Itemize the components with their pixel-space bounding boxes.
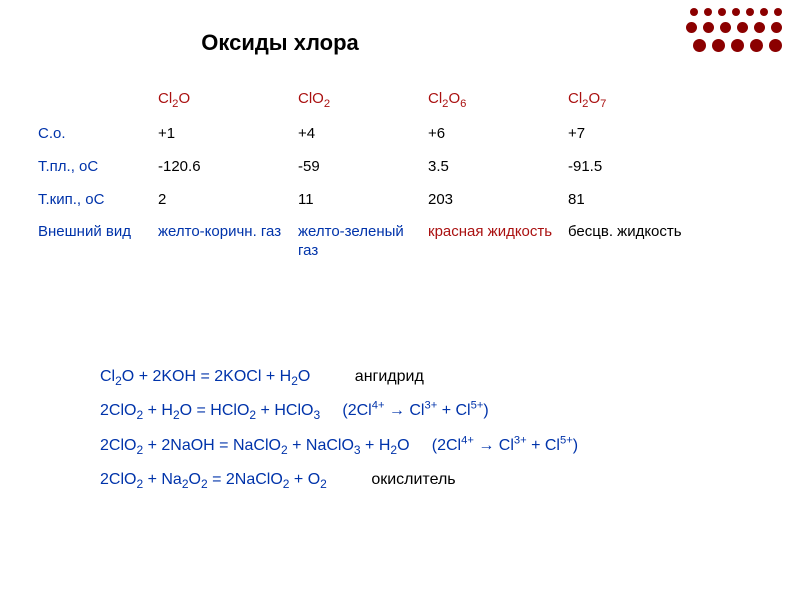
dot (720, 22, 731, 33)
table-cell: -120.6 (158, 158, 298, 177)
dot (690, 8, 698, 16)
dot (774, 8, 782, 16)
oxides-table: Cl2OClO2Cl2O6Cl2O7С.о.+1+4+6+7Т.пл., оС-… (38, 90, 698, 261)
table-cell: желто-коричн. газ (158, 223, 298, 261)
row-label: Внешний вид (38, 223, 158, 261)
table-cell: 203 (428, 191, 568, 210)
row-label: Т.кип., оС (38, 191, 158, 210)
table-cell: 2 (158, 191, 298, 210)
table-cell: бесцв. жидкость (568, 223, 698, 261)
equations-block: Cl2O + 2KOH = 2KOCl + H2O ангидрид2ClO2 … (100, 360, 578, 498)
table-cell: +6 (428, 125, 568, 144)
dot (718, 8, 726, 16)
dot (686, 22, 697, 33)
table-header: Cl2O7 (568, 90, 698, 111)
table-header: Cl2O (158, 90, 298, 111)
row-label: С.о. (38, 125, 158, 144)
table-cell: 11 (298, 191, 428, 210)
table-header: Cl2O6 (428, 90, 568, 111)
decorative-dots (686, 8, 782, 58)
dot (760, 8, 768, 16)
dot (731, 39, 744, 52)
dot (704, 8, 712, 16)
table-cell: +4 (298, 125, 428, 144)
page-title: Оксиды хлора (0, 30, 560, 56)
table-cell: 81 (568, 191, 698, 210)
dot (732, 8, 740, 16)
table-cell: +1 (158, 125, 298, 144)
dot (771, 22, 782, 33)
dot (750, 39, 763, 52)
dot (754, 22, 765, 33)
equation-line: 2ClO2 + Na2O2 = 2NaClO2 + O2 окислитель (100, 463, 578, 497)
equation-line: 2ClO2 + H2O = HClO2 + HClO3 (2Cl4+ → Cl3… (100, 394, 578, 428)
table-cell: 3.5 (428, 158, 568, 177)
dot (703, 22, 714, 33)
table-cell: желто-зеленый газ (298, 223, 428, 261)
table-cell: красная жидкость (428, 223, 568, 261)
row-label: Т.пл., оС (38, 158, 158, 177)
dot (769, 39, 782, 52)
dot (712, 39, 725, 52)
table-cell: -91.5 (568, 158, 698, 177)
equation-line: Cl2O + 2KOH = 2KOCl + H2O ангидрид (100, 360, 578, 394)
dot (693, 39, 706, 52)
table-cell: +7 (568, 125, 698, 144)
table-cell: -59 (298, 158, 428, 177)
table-header: ClO2 (298, 90, 428, 111)
dot (746, 8, 754, 16)
equation-line: 2ClO2 + 2NaOH = NaClO2 + NaClO3 + H2O (2… (100, 429, 578, 463)
dot (737, 22, 748, 33)
